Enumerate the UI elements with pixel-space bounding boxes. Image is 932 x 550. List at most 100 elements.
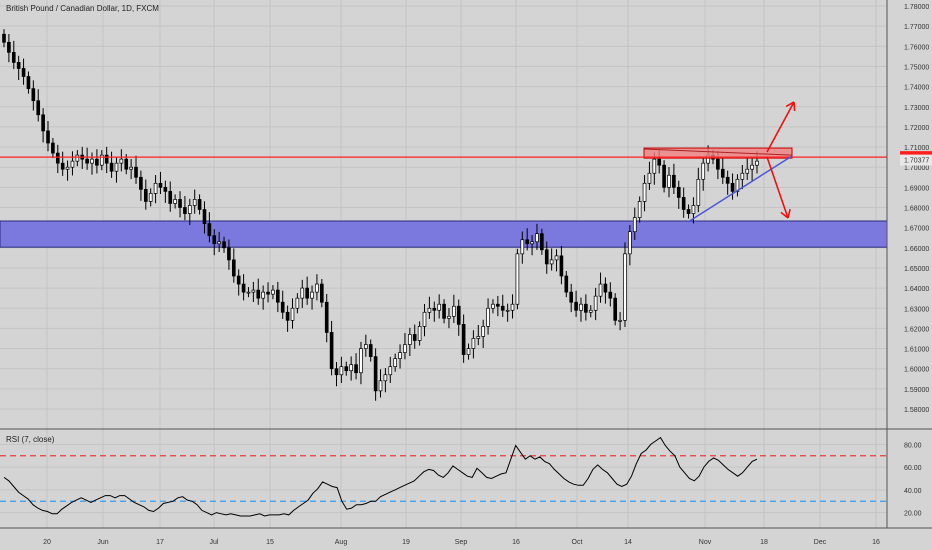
- candle-up: [300, 287, 305, 299]
- candle-down: [500, 305, 505, 311]
- candle-down: [672, 174, 676, 188]
- candle-down: [305, 287, 309, 299]
- candle-up: [642, 182, 647, 202]
- candle-down: [227, 247, 231, 261]
- candle-up: [417, 326, 422, 341]
- x-tick-label: 18: [760, 539, 768, 546]
- candle-up: [632, 217, 637, 233]
- candle-up: [437, 303, 441, 311]
- candle-up: [427, 307, 432, 313]
- candle-up: [466, 348, 471, 355]
- candle-down: [354, 364, 358, 374]
- rsi-tick-label: 80.00: [904, 442, 922, 449]
- candle-down: [7, 41, 11, 53]
- candle-down: [540, 233, 544, 251]
- candle-up: [515, 253, 520, 305]
- candle-up: [290, 307, 295, 321]
- candle-down: [564, 275, 569, 293]
- y-tick-label: 1.70000: [904, 165, 929, 172]
- candle-down: [662, 164, 666, 188]
- candle-up: [647, 172, 652, 184]
- candle-up: [535, 233, 539, 243]
- candle-down: [2, 33, 6, 43]
- y-tick-label: 1.77000: [904, 24, 929, 31]
- candle-down: [85, 158, 89, 164]
- candle-down: [344, 366, 349, 372]
- candle-up: [217, 241, 221, 245]
- candle-up: [740, 172, 745, 180]
- candle-down: [280, 301, 285, 313]
- candle-up: [628, 231, 632, 255]
- candle-down: [51, 142, 55, 154]
- candle-down: [31, 88, 36, 102]
- x-tick-label: 16: [512, 539, 520, 546]
- candle-up: [505, 309, 510, 312]
- y-tick-label: 1.78000: [904, 4, 929, 11]
- candle-down: [320, 283, 324, 303]
- x-tick-label: 17: [156, 539, 164, 546]
- candle-down: [329, 332, 334, 370]
- y-tick-label: 1.63000: [904, 306, 929, 313]
- candle-down: [55, 152, 60, 164]
- candle-down: [202, 209, 207, 224]
- candle-up: [520, 239, 525, 255]
- x-tick-label: 20: [43, 539, 51, 546]
- x-tick-label: Dec: [814, 539, 827, 546]
- rsi-title: RSI (7, close): [6, 435, 55, 444]
- candle-down: [178, 199, 182, 208]
- candle-up: [422, 311, 427, 327]
- candle-down: [603, 283, 608, 293]
- x-tick-label: 16: [872, 539, 880, 546]
- candle-up: [491, 303, 495, 309]
- x-tick-label: Nov: [699, 539, 712, 546]
- candle-up: [447, 315, 451, 319]
- candle-down: [183, 207, 187, 214]
- candle-up: [383, 374, 388, 382]
- candle-down: [559, 255, 564, 277]
- candle-up: [70, 160, 75, 168]
- candle-up: [393, 358, 397, 368]
- candle-up: [359, 348, 363, 374]
- candle-down: [368, 344, 373, 357]
- rsi-tick-label: 20.00: [904, 511, 922, 518]
- y-tick-label: 1.66000: [904, 246, 929, 253]
- arrow-up-head: [793, 101, 796, 112]
- candle-up: [510, 303, 515, 311]
- candle-down: [212, 235, 217, 245]
- candle-up: [471, 338, 476, 349]
- candle-down: [730, 182, 735, 192]
- candle-down: [21, 68, 26, 77]
- y-tick-label: 1.74000: [904, 85, 929, 92]
- candle-down: [681, 197, 686, 210]
- candle-down: [168, 191, 173, 204]
- candle-down: [41, 114, 45, 132]
- arrow-down-head: [787, 209, 791, 219]
- candle-up: [652, 158, 657, 174]
- candle-up: [99, 154, 104, 166]
- candle-down: [412, 334, 417, 341]
- candle-down: [334, 368, 339, 376]
- candle-down: [285, 311, 290, 321]
- zones-layer: [0, 220, 888, 248]
- y-tick-label: 1.60000: [904, 367, 929, 374]
- candle-down: [95, 158, 99, 166]
- candle-down: [276, 289, 280, 303]
- candle-down: [373, 356, 378, 392]
- candle-up: [637, 201, 642, 218]
- candle-up: [408, 334, 412, 345]
- candle-up: [261, 291, 265, 299]
- candle-down: [725, 176, 730, 184]
- y-tick-label: 1.72000: [904, 125, 929, 132]
- candle-up: [588, 309, 593, 313]
- candle-up: [364, 344, 368, 349]
- rsi-tick-label: 60.00: [904, 465, 922, 472]
- candle-down: [222, 241, 226, 249]
- candle-up: [549, 259, 554, 265]
- candle-down: [163, 187, 168, 192]
- candle-up: [486, 307, 490, 327]
- secondary-price-label: 1.70377: [904, 158, 929, 165]
- candle-up: [598, 283, 603, 297]
- candle-down: [11, 51, 16, 63]
- candle-up: [187, 205, 192, 214]
